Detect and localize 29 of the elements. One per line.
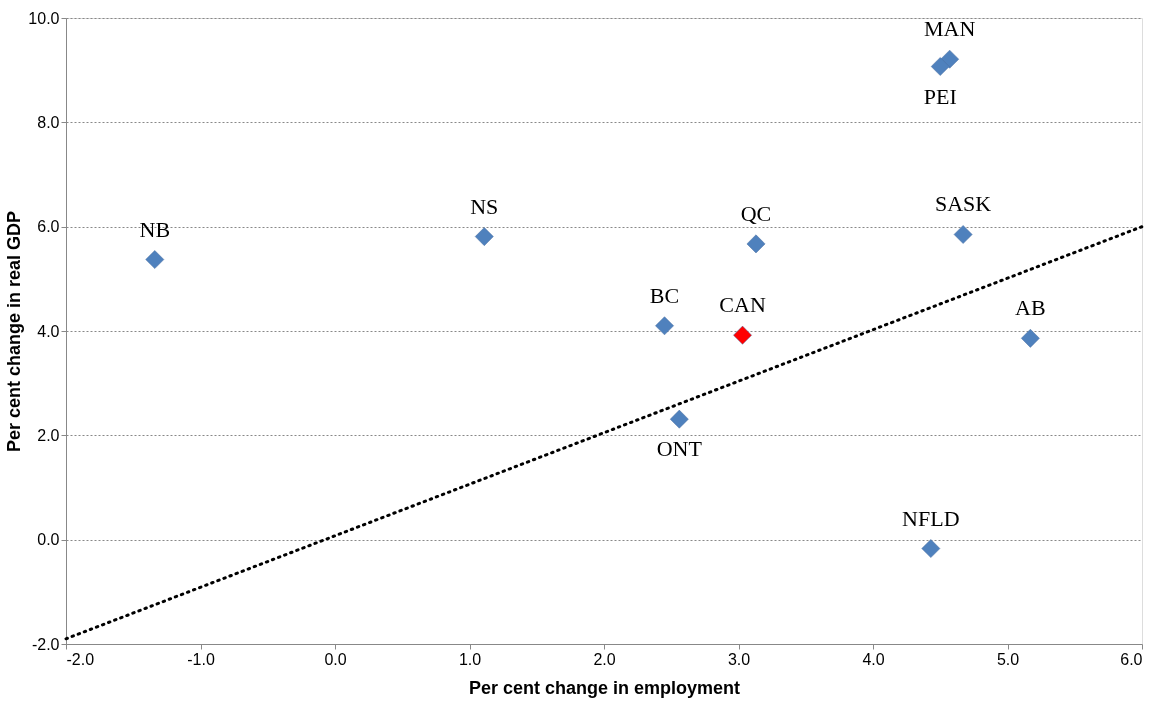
series-label: CAN [719,292,766,318]
y-axis-title: Per cent change in real GDP [4,210,25,453]
x-tick-label: 0.0 [324,650,347,668]
y-tick-label: 10.0 [28,9,60,27]
series-label: MAN [923,16,976,42]
x-tick-label: -1.0 [187,650,215,668]
x-tick-label: 4.0 [862,650,885,668]
series-label: NB [139,216,171,242]
series-label: NFLD [902,505,960,531]
x-axis-title: Per cent change in employment [468,677,741,698]
series-label: PEI [923,83,957,109]
x-tick-label: 3.0 [727,650,751,668]
y-tick-label: 0.0 [37,531,60,549]
series-label: BC [649,282,680,308]
x-tick-label: 5.0 [996,650,1020,668]
y-tick-label: 4.0 [37,322,60,340]
x-tick-label: 1.0 [458,650,482,668]
y-tick-label: 8.0 [37,113,60,131]
y-tick-label: 6.0 [37,218,60,236]
y-tick-label: -2.0 [31,635,60,653]
y-tick-label: 2.0 [37,426,60,444]
series-label: QC [740,200,772,226]
series-label: NS [470,193,499,219]
x-tick-label: 6.0 [1120,650,1143,668]
series-label: ONT [656,436,703,462]
x-tick-label: -2.0 [66,650,95,668]
series-label: SASK [934,191,992,217]
series-label: AB [1015,295,1046,321]
x-tick-label: 2.0 [593,650,616,668]
